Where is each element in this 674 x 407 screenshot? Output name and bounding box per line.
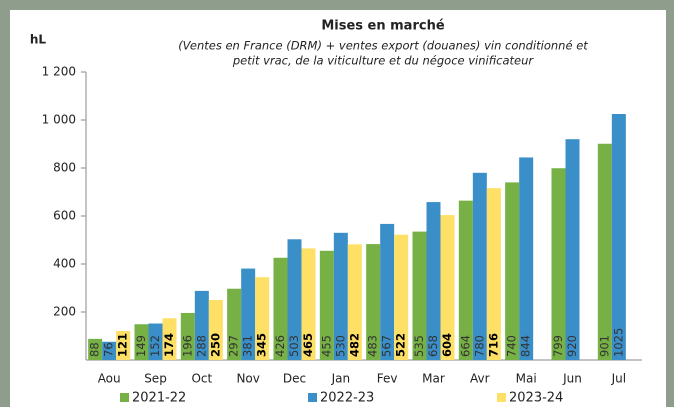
data-label: 297 bbox=[227, 335, 241, 357]
bar bbox=[458, 200, 473, 360]
data-label: 149 bbox=[134, 335, 148, 357]
bar bbox=[333, 232, 348, 360]
bar bbox=[565, 139, 580, 360]
y-axis-label: hL bbox=[30, 33, 47, 47]
x-tick-label: Aou bbox=[98, 372, 121, 386]
legend-swatch bbox=[308, 393, 317, 402]
subtitle: (Ventes en France (DRM) + ventes export … bbox=[178, 39, 588, 53]
data-label: 716 bbox=[486, 333, 500, 357]
data-label: 152 bbox=[148, 335, 162, 357]
x-tick-label: Mar bbox=[422, 372, 445, 386]
data-label: 920 bbox=[565, 335, 579, 357]
x-tick-label: Dec bbox=[283, 372, 306, 386]
data-label: 465 bbox=[301, 333, 315, 357]
bar bbox=[380, 223, 395, 360]
bar bbox=[273, 257, 288, 360]
data-label: 901 bbox=[597, 335, 611, 357]
bar bbox=[180, 312, 195, 360]
bar bbox=[597, 143, 612, 360]
data-label: 604 bbox=[440, 333, 454, 357]
x-tick-label: Nov bbox=[236, 372, 259, 386]
data-label: 740 bbox=[505, 335, 519, 357]
bar bbox=[319, 250, 334, 360]
bar bbox=[505, 182, 520, 360]
bar bbox=[148, 323, 163, 360]
chart-title: Mises en marché bbox=[321, 19, 444, 34]
data-label: 1025 bbox=[611, 328, 625, 357]
bar bbox=[241, 268, 256, 360]
x-tick-label: Sep bbox=[144, 372, 167, 386]
bar bbox=[162, 318, 177, 360]
data-label: 345 bbox=[255, 333, 269, 357]
data-label: 196 bbox=[180, 335, 194, 357]
x-tick-label: Jul bbox=[611, 372, 626, 386]
legend-swatch bbox=[497, 393, 506, 402]
bar bbox=[287, 239, 302, 360]
data-label: 250 bbox=[208, 333, 222, 357]
bar bbox=[347, 244, 362, 360]
data-label: 535 bbox=[412, 335, 426, 357]
data-label: 88 bbox=[88, 342, 102, 357]
bar bbox=[486, 188, 501, 360]
bar bbox=[412, 231, 427, 360]
legend-swatch bbox=[120, 393, 129, 402]
bar bbox=[301, 248, 316, 360]
data-label: 799 bbox=[551, 335, 565, 357]
data-label: 530 bbox=[333, 335, 347, 357]
x-tick-label: Oct bbox=[191, 372, 212, 386]
data-label: 426 bbox=[273, 335, 287, 357]
bar bbox=[519, 157, 534, 360]
y-tick-label: 200 bbox=[53, 305, 76, 319]
bar bbox=[102, 341, 117, 360]
data-label: 522 bbox=[394, 333, 408, 357]
bar bbox=[551, 168, 566, 360]
bar bbox=[227, 288, 242, 360]
data-label: 483 bbox=[366, 335, 380, 357]
data-label: 76 bbox=[102, 342, 116, 357]
data-label: 288 bbox=[194, 335, 208, 357]
y-tick-label: 1 000 bbox=[42, 113, 76, 127]
bar bbox=[88, 338, 103, 360]
x-tick-label: Jan bbox=[331, 372, 351, 386]
data-label: 664 bbox=[458, 335, 472, 357]
bar bbox=[611, 114, 626, 360]
bar bbox=[366, 244, 381, 360]
y-tick-label: 1 200 bbox=[42, 65, 76, 79]
x-tick-label: Avr bbox=[470, 372, 490, 386]
x-tick-label: Jun bbox=[562, 372, 582, 386]
data-label: 381 bbox=[241, 335, 255, 357]
data-label: 780 bbox=[472, 335, 486, 357]
bar bbox=[194, 290, 209, 360]
data-label: 658 bbox=[426, 335, 440, 357]
bar bbox=[255, 277, 270, 360]
legend-label: 2022-23 bbox=[320, 391, 374, 406]
bar bbox=[472, 172, 487, 360]
legend-label: 2023-24 bbox=[509, 391, 563, 406]
bar bbox=[208, 300, 223, 360]
legend-label: 2021-22 bbox=[132, 391, 186, 406]
bar bbox=[426, 202, 441, 360]
data-label: 174 bbox=[162, 333, 176, 357]
x-tick-label: Fev bbox=[377, 372, 398, 386]
data-label: 121 bbox=[116, 333, 130, 357]
data-label: 844 bbox=[519, 335, 533, 357]
x-tick-label: Mai bbox=[516, 372, 537, 386]
y-tick-label: 600 bbox=[53, 209, 76, 223]
data-label: 567 bbox=[380, 335, 394, 357]
subtitle: petit vrac, de la viticulture et du négo… bbox=[232, 54, 535, 68]
y-tick-label: 800 bbox=[53, 161, 76, 175]
bar bbox=[394, 234, 409, 360]
bar bbox=[134, 324, 149, 360]
bar bbox=[440, 215, 455, 360]
data-label: 455 bbox=[319, 335, 333, 357]
data-label: 482 bbox=[347, 333, 361, 357]
data-label: 503 bbox=[287, 335, 301, 357]
bar bbox=[116, 330, 131, 360]
y-tick-label: 400 bbox=[53, 257, 76, 271]
